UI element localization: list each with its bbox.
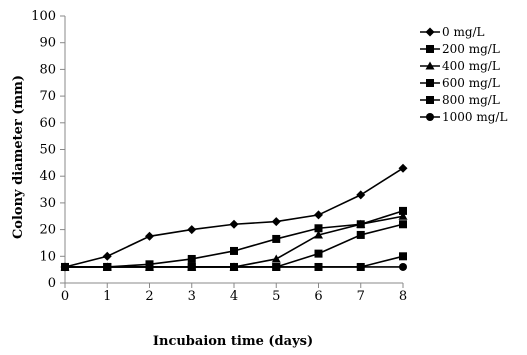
- data-point-2-5: [272, 254, 281, 262]
- data-point-5-2: [146, 263, 154, 271]
- legend-marker-3: [426, 79, 434, 87]
- x-tick-label: 6: [314, 289, 322, 304]
- x-tick-label: 3: [188, 289, 196, 304]
- legend: 0 mg/L 200 mg/L 400 mg/L 600 mg/L 800 mg/L 10…: [420, 25, 507, 124]
- series-markers: [61, 164, 408, 272]
- data-point-5-4: [230, 263, 238, 271]
- legend-marker-1: [426, 45, 434, 53]
- y-tick-label: 10: [39, 249, 56, 264]
- data-point-5-6: [315, 263, 323, 271]
- data-point-0-4: [230, 220, 239, 229]
- data-point-0-7: [356, 190, 365, 199]
- data-point-5-3: [188, 263, 196, 271]
- legend-label-0: 0 mg/L: [442, 25, 485, 39]
- data-point-5-7: [357, 263, 365, 271]
- y-tick-labels: 0 10 20 30 40 50 60 70 80 90 100: [31, 9, 56, 291]
- data-point-1-4: [230, 247, 238, 255]
- y-tick-label: 0: [48, 276, 56, 291]
- data-point-3-6: [315, 250, 323, 258]
- data-point-5-1: [103, 263, 111, 271]
- legend-marker-5: [426, 113, 434, 121]
- x-axis-title: Incubaion time (days): [153, 334, 313, 349]
- legend-label-4: 800 mg/L: [442, 93, 500, 107]
- y-tick-label: 30: [39, 196, 56, 211]
- data-point-1-5: [272, 235, 280, 243]
- legend-label-2: 400 mg/L: [442, 59, 500, 73]
- legend-label-5: 1000 mg/L: [442, 110, 507, 124]
- y-tick-label: 100: [31, 9, 56, 24]
- series-line-3: [65, 224, 403, 267]
- data-point-0-2: [145, 232, 154, 241]
- y-tick-label: 20: [39, 223, 56, 238]
- y-tick-label: 80: [39, 62, 56, 77]
- x-tick-label: 0: [61, 289, 69, 304]
- legend-marker-4: [426, 96, 434, 104]
- data-point-3-7: [357, 231, 365, 239]
- legend-label-1: 200 mg/L: [442, 42, 500, 56]
- data-point-0-6: [314, 210, 323, 219]
- data-point-5-5: [272, 263, 280, 271]
- data-point-5-8: [399, 263, 407, 271]
- x-tick-label: 4: [230, 289, 238, 304]
- data-point-3-8: [399, 220, 407, 228]
- data-point-0-5: [272, 217, 281, 226]
- y-tick-label: 70: [39, 89, 56, 104]
- x-tick-label: 1: [103, 289, 111, 304]
- legend-label-3: 600 mg/L: [442, 76, 500, 90]
- data-point-4-8: [399, 252, 407, 260]
- x-tick-label: 8: [399, 289, 407, 304]
- y-tick-label: 90: [39, 36, 56, 51]
- data-point-0-3: [187, 225, 196, 234]
- data-point-1-3: [188, 255, 196, 263]
- x-tick-label: 5: [272, 289, 280, 304]
- data-point-5-0: [61, 263, 69, 271]
- x-tick-label: 2: [145, 289, 153, 304]
- y-axis-title: Colony diameter (mm): [11, 75, 26, 239]
- x-tick-label: 7: [357, 289, 365, 304]
- x-tick-labels: 0 1 2 3 4 5 6 7 8: [61, 289, 407, 304]
- legend-marker-0: [426, 28, 435, 37]
- data-point-0-8: [399, 164, 408, 173]
- y-tick-label: 40: [39, 169, 56, 184]
- data-point-0-1: [103, 252, 112, 261]
- y-tick-label: 60: [39, 116, 56, 131]
- y-tick-label: 50: [39, 143, 56, 158]
